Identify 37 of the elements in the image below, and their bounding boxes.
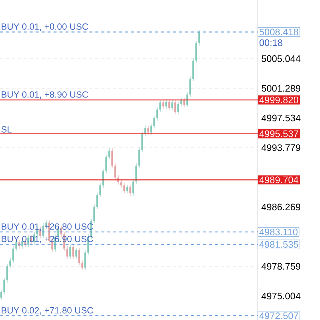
candlestick (70, 244, 72, 260)
ref-line-label: 4983.110 (260, 228, 298, 236)
ref-line-label: 4972.507 (260, 312, 298, 320)
y-tick-label: 4986.269 (262, 204, 301, 211)
ref-line-label: 5008.418 (260, 28, 298, 36)
candlestick (168, 99, 170, 111)
candlestick (130, 184, 132, 196)
candlestick (166, 99, 168, 110)
ref-line-label: 4989.704 (260, 176, 299, 184)
candlestick (72, 244, 74, 260)
y-tick-label: 5001.289 (262, 85, 301, 92)
y-tick-label: 4978.759 (262, 263, 301, 270)
candlestick (148, 125, 150, 136)
candlestick (184, 98, 186, 108)
annotation: BUY 0.01, +8.90 USC (2, 92, 88, 99)
y-tick-label: 5005.044 (262, 56, 301, 62)
candlestick (172, 100, 174, 111)
candlestick (42, 223, 44, 239)
candlestick (124, 183, 126, 194)
text: 00:18 (260, 40, 283, 46)
annotation: BUY 0.02, +71.80 USC (2, 307, 94, 315)
annotation: SL (2, 126, 12, 133)
candlestick (126, 184, 128, 194)
ref-line-label: 4995.537 (260, 130, 298, 138)
y-tick-label: 4997.534 (262, 114, 301, 122)
ref-line-label: 4999.820 (260, 96, 298, 104)
candlestick (162, 100, 164, 110)
candlestick (178, 102, 180, 115)
y-tick-label: 4993.779 (262, 144, 301, 152)
ref-line-label: 4981.535 (260, 241, 298, 248)
candlestick (174, 100, 176, 115)
candlestick (40, 226, 42, 239)
candlestick (22, 238, 24, 250)
y-tick-label: 4975.004 (262, 292, 301, 300)
candlestick (78, 248, 80, 266)
annotation: BUY 0.01, +0.00 USC (2, 24, 88, 32)
candlestick (76, 248, 78, 260)
